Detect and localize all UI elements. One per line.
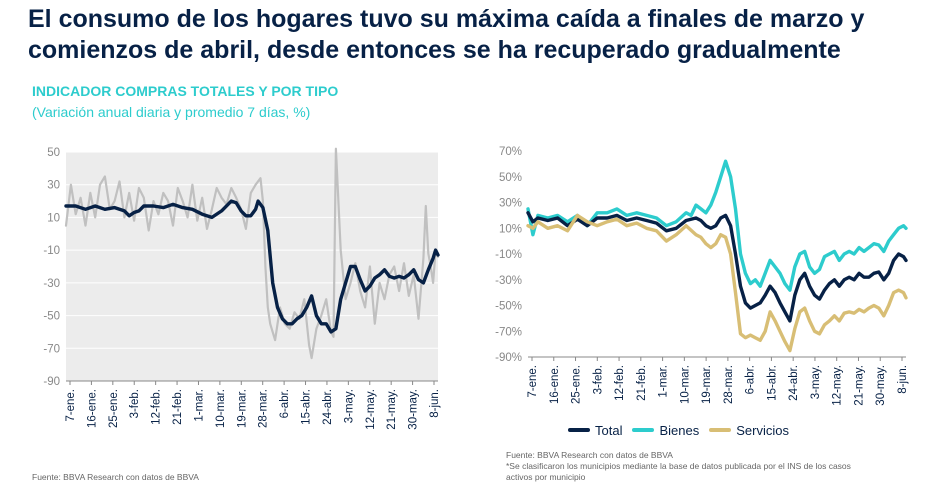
right-chart-ytick-label: 30% <box>499 198 522 210</box>
right-chart-xtick-label: 1-mar. <box>658 365 670 398</box>
left-chart-xtick-label: 3-feb. <box>129 389 141 418</box>
right-chart-plot-area <box>528 151 906 357</box>
right-chart-ytick-label: 10% <box>499 223 522 235</box>
legend-label-total: Total <box>595 422 623 438</box>
left-chart-xtick-label: 12-feb. <box>151 389 163 425</box>
left-chart-xtick-label: 30-may. <box>408 389 420 430</box>
left-chart-xtick-label: 12-may. <box>365 389 377 430</box>
left-chart-series-avg7 <box>64 199 440 334</box>
chart-legend: Total Bienes Servicios <box>568 421 799 439</box>
right-chart-ytick-label: 70% <box>499 146 522 158</box>
left-chart-xtick-label: 6-abr. <box>279 389 291 418</box>
left-chart-xtick-label: 7-ene. <box>65 389 77 422</box>
left-chart-xtick-label: 19-mar. <box>236 389 248 428</box>
right-chart-xtick-label: 3-feb. <box>592 365 604 394</box>
legend-swatch-total <box>568 428 590 432</box>
left-chart-ytick-label: 50 <box>47 147 60 159</box>
headline: El consumo de los hogares tuvo su máxima… <box>28 5 865 64</box>
legend-swatch-servicios <box>709 428 732 432</box>
right-chart-xtick-label: 6-abr. <box>745 365 757 394</box>
left-chart-ytick-label: -10 <box>43 245 60 257</box>
chart-subtitle: (Variación anual diaria y promedio 7 día… <box>32 104 311 120</box>
right-chart-series-total <box>526 211 908 323</box>
legend-label-bienes: Bienes <box>659 422 700 438</box>
right-chart-xtick-label: 7-ene. <box>527 365 539 398</box>
right-chart-xtick-label: 15-abr. <box>766 365 778 401</box>
right-chart-xtick-label: 3-may. <box>810 365 822 399</box>
right-chart-ytick-label: -50% <box>495 301 522 313</box>
source-right-2: *Se clasificaron los municipios mediante… <box>506 461 851 471</box>
source-right-1: Fuente: BBVA Research con datos de BBVA <box>506 450 673 460</box>
right-chart-ytick-label: -10% <box>495 249 522 261</box>
right-chart-ytick-label: -90% <box>495 352 522 364</box>
right-chart-xtick-label: 25-ene. <box>571 365 583 404</box>
legend-item-bienes: Bienes <box>632 423 699 438</box>
right-chart-xtick-label: 19-mar. <box>701 365 713 404</box>
right-chart-xtick-label: 24-abr. <box>788 365 800 401</box>
left-chart-xtick-label: 1-mar. <box>193 389 205 422</box>
right-chart: 70% 50% 30% 10% -10% -30% -50% -70% -90% 7-ene. 16… <box>495 146 909 406</box>
left-chart-ytick-label: -90 <box>43 376 60 388</box>
right-chart-xtick-label: 8-jun. <box>897 365 909 394</box>
left-chart-xtick-label: 21-feb. <box>172 389 184 425</box>
left-chart-xtick-label: 24-abr. <box>322 389 334 425</box>
legend-swatch-bienes <box>632 428 655 432</box>
left-chart-ytick-label: -70 <box>43 343 60 355</box>
legend-item-servicios: Servicios <box>709 423 789 438</box>
left-chart-xtick-label: 25-ene. <box>108 389 120 428</box>
legend-label-servicios: Servicios <box>736 422 789 438</box>
left-chart-xtick-label: 21-may. <box>386 389 398 430</box>
right-chart-series-bienes <box>526 159 908 292</box>
source-right-3: activos por municipio <box>506 472 586 482</box>
right-chart-series-servicios <box>526 213 908 353</box>
right-chart-ytick-label: -30% <box>495 275 522 287</box>
chart-title: INDICADOR COMPRAS TOTALES Y POR TIPO <box>32 83 339 99</box>
right-chart-xtick-label: 21-may. <box>853 365 865 406</box>
left-chart-xtick-label: 28-mar. <box>258 389 270 428</box>
source-left: Fuente: BBVA Research con datos de BBVA <box>32 472 199 482</box>
left-chart-xtick-label: 3-may. <box>343 389 355 423</box>
right-chart-ytick-label: 50% <box>499 172 522 184</box>
right-chart-ytick-label: -70% <box>495 326 522 338</box>
left-chart-xtick-label: 8-jun. <box>429 389 441 418</box>
right-chart-xtick-label: 21-feb. <box>636 365 648 401</box>
left-chart-xtick-label: 16-ene. <box>86 389 98 428</box>
legend-item-total: Total <box>568 423 622 438</box>
left-chart-ytick-label: 10 <box>47 212 60 224</box>
left-chart-xtick-label: 10-mar. <box>215 389 227 428</box>
left-chart-plot-area <box>66 152 438 381</box>
left-chart-ytick-label: 30 <box>47 180 60 192</box>
left-chart-xtick-label: 15-abr. <box>301 389 313 425</box>
right-chart-xtick-label: 30-may. <box>875 365 887 406</box>
left-chart-ytick-label: -50 <box>43 311 60 323</box>
left-chart-series-daily <box>64 147 440 360</box>
left-chart-ytick-label: -30 <box>43 278 60 290</box>
right-chart-xtick-label: 28-mar. <box>723 365 735 404</box>
right-chart-xtick-label: 12-may. <box>832 365 844 406</box>
right-chart-xtick-label: 12-feb. <box>614 365 626 401</box>
right-chart-xtick-label: 10-mar. <box>679 365 691 404</box>
right-chart-xtick-label: 16-ene. <box>549 365 561 404</box>
left-chart: 50 30 10 -10 -30 -50 -70 -90 7-ene. 16-ene. 25-ene… <box>43 147 441 430</box>
